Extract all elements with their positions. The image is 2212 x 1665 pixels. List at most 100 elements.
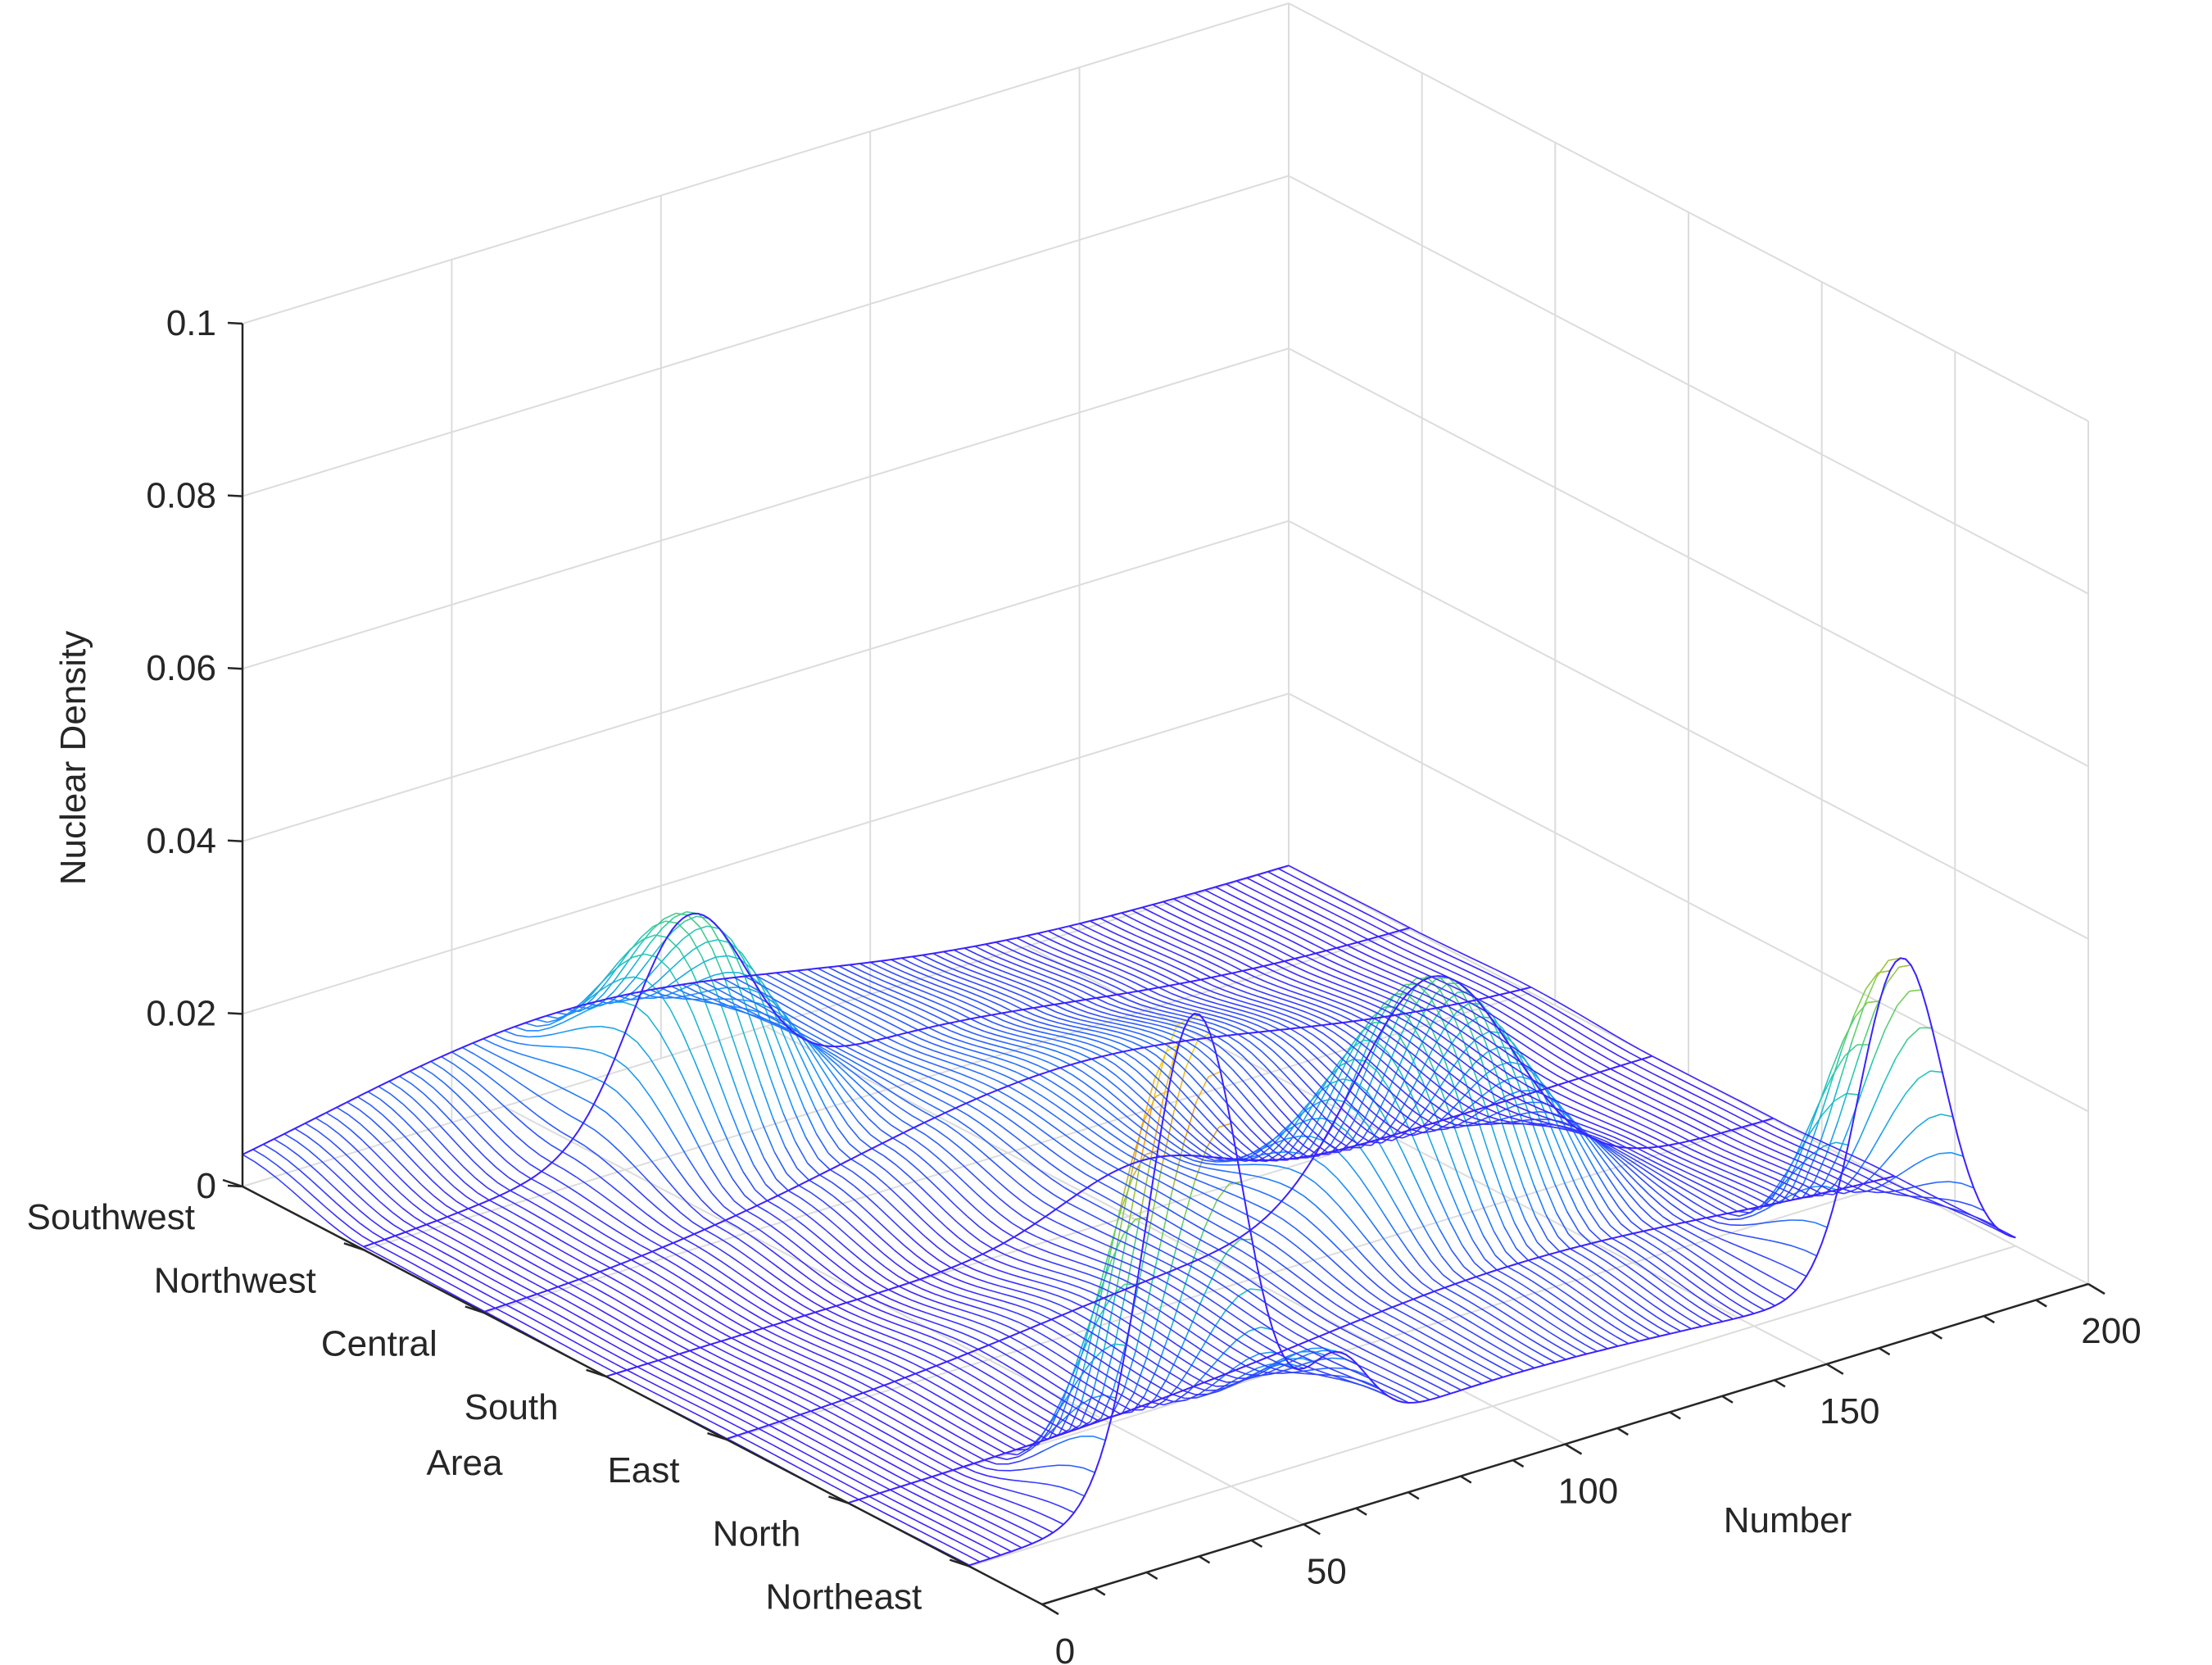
mesh-segment (992, 1062, 1005, 1068)
mesh-segment (1081, 1295, 1094, 1304)
mesh-segment (704, 1043, 718, 1077)
mesh-segment (1762, 1298, 1775, 1307)
mesh-segment (993, 978, 1006, 985)
mesh-segment (1557, 1307, 1571, 1318)
mesh-segment (1087, 1105, 1100, 1117)
mesh-segment (556, 1205, 570, 1214)
mesh-segment (1621, 1302, 1634, 1312)
mesh-segment (1109, 1113, 1123, 1124)
mesh-segment (901, 957, 914, 965)
mesh-segment (1101, 973, 1114, 981)
mesh-column (451, 1044, 1180, 1436)
mesh-segment (1226, 1310, 1240, 1320)
mesh-segment (980, 1058, 993, 1064)
mesh-segment (1236, 1114, 1250, 1130)
mesh-segment (457, 1111, 471, 1126)
mesh-segment (315, 1117, 329, 1127)
mesh-segment (722, 946, 736, 976)
mesh-segment (973, 1032, 986, 1038)
mesh-segment (1362, 1090, 1376, 1104)
mesh-segment (737, 1303, 750, 1313)
mesh-segment (1017, 987, 1031, 994)
mesh-segment (1090, 920, 1103, 928)
mesh-segment (1225, 1298, 1239, 1308)
mesh-segment (276, 1164, 290, 1176)
mesh-segment (1425, 1167, 1439, 1196)
mesh-segment (547, 1018, 560, 1023)
mesh-segment (960, 1516, 974, 1524)
mesh-segment (709, 1263, 723, 1273)
mesh-segment (1004, 1452, 1018, 1456)
mesh-segment (766, 1020, 779, 1028)
mesh-segment (1240, 1005, 1253, 1010)
mesh-segment (1289, 1135, 1303, 1153)
mesh-segment (1200, 1073, 1214, 1088)
mesh-segment (658, 950, 672, 966)
mesh-column (723, 978, 1452, 1395)
mesh-segment (896, 1466, 910, 1475)
mesh-segment (504, 1227, 518, 1236)
mesh-segment (1508, 1276, 1522, 1285)
mesh-segment (1043, 1005, 1057, 1013)
mesh-segment (879, 1003, 893, 1011)
mesh-segment (1317, 1324, 1330, 1333)
mesh-segment (1350, 1219, 1364, 1236)
mesh-segment (1126, 937, 1139, 945)
mesh-segment (845, 1205, 859, 1218)
mesh-segment (1108, 1332, 1122, 1341)
mesh-segment (881, 1502, 894, 1510)
mesh-segment (854, 985, 867, 992)
mesh-segment (728, 1386, 742, 1395)
mesh-segment (1412, 1298, 1426, 1307)
mesh-segment (1314, 1045, 1327, 1057)
mesh-segment (424, 1213, 437, 1222)
mesh-segment (1606, 1270, 1620, 1281)
mesh-segment (1226, 996, 1240, 1001)
mesh-segment (1332, 1098, 1345, 1103)
mesh-segment (447, 1117, 461, 1132)
mesh-segment (1303, 1304, 1317, 1314)
mesh-segment (930, 1181, 944, 1194)
mesh-segment (905, 1453, 919, 1462)
mesh-segment (844, 1349, 857, 1356)
mesh-segment (1592, 1252, 1606, 1261)
mesh-segment (837, 1011, 851, 1019)
mesh-segment (311, 1180, 325, 1193)
mesh-segment (1165, 1010, 1178, 1015)
mesh-segment (1383, 1085, 1397, 1098)
mesh-segment (890, 1218, 904, 1231)
mesh-segment (1341, 1095, 1355, 1109)
mesh-segment (1052, 1091, 1066, 1102)
mesh-segment (1358, 1050, 1371, 1063)
mesh-segment (761, 1242, 775, 1253)
mesh-segment (1192, 1223, 1206, 1232)
mesh-segment (1068, 1291, 1081, 1298)
mesh-segment (555, 1276, 569, 1284)
mesh-segment (577, 1192, 591, 1202)
mesh-segment (574, 1323, 588, 1332)
mesh-segment (843, 987, 857, 994)
mesh-segment (1654, 1305, 1668, 1315)
mesh-segment (810, 1062, 824, 1086)
mesh-segment (1126, 1025, 1140, 1030)
mesh-segment (629, 1248, 642, 1257)
mesh-segment (681, 949, 695, 960)
mesh-segment (909, 1408, 922, 1417)
mesh-segment (1176, 1190, 1190, 1199)
mesh-segment (767, 1414, 780, 1422)
mesh-segment (1004, 977, 1017, 983)
mesh-segment (1219, 1008, 1232, 1013)
mesh-segment (1007, 1396, 1020, 1405)
mesh-segment (772, 1382, 786, 1391)
mesh-segment (619, 1330, 633, 1338)
mesh-segment (514, 1026, 528, 1032)
mesh-segment (1576, 1209, 1590, 1231)
mesh-segment (1561, 1134, 1575, 1162)
mesh-segment (1174, 1118, 1188, 1132)
mesh-segment (792, 1002, 806, 1010)
mesh-segment (861, 970, 874, 978)
mesh-segment (1594, 1168, 1608, 1191)
mesh-segment (661, 916, 675, 929)
mesh-segment (727, 1064, 741, 1099)
mesh-segment (1094, 989, 1107, 997)
